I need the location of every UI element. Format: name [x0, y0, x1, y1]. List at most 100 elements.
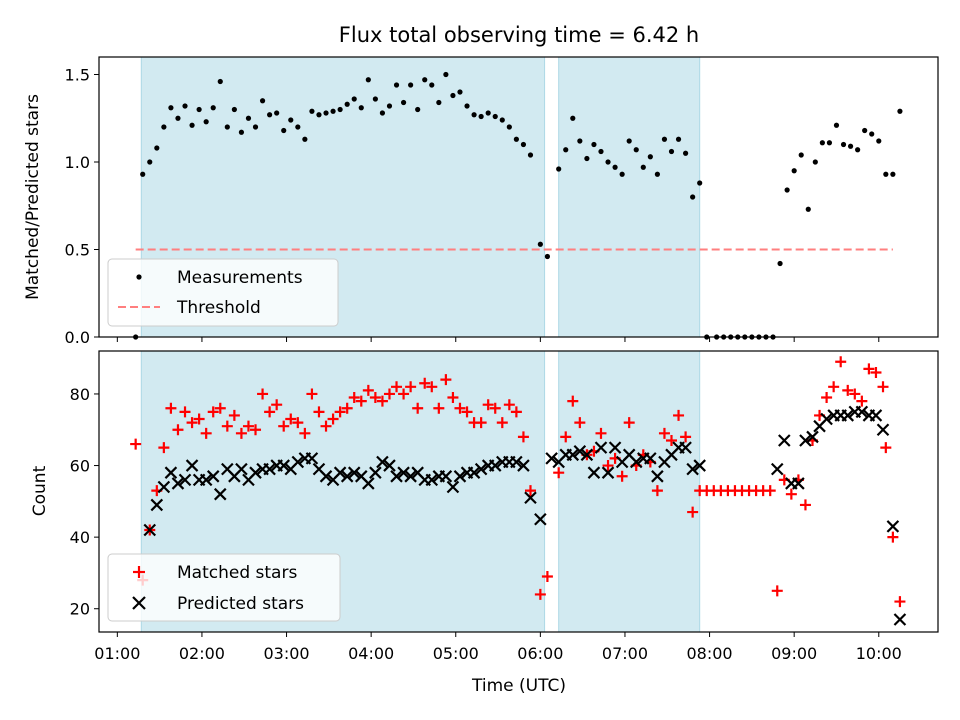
measurement-point — [140, 171, 146, 177]
measurement-point — [196, 106, 202, 113]
measurement-point — [316, 112, 322, 118]
matched-star-point — [165, 402, 177, 414]
matched-star-point — [306, 388, 318, 400]
predicted-star-point — [164, 466, 178, 479]
measurement-point — [422, 77, 428, 83]
matched-star-point — [447, 392, 459, 404]
predicted-star-point — [799, 434, 812, 447]
p1-axes: 01:00 02:00 03:00 04:00 05:00 06:00 07:00 08:00… — [70, 385, 902, 663]
measurement-point — [210, 105, 216, 111]
matched-star-point — [454, 402, 466, 414]
measurement-point — [393, 82, 400, 88]
matched-star-point — [214, 402, 226, 414]
measurement-point — [450, 92, 456, 99]
y-tick-label: 40 — [70, 528, 90, 547]
predicted-star-point — [157, 480, 171, 494]
matched-star-point — [534, 588, 546, 600]
measurement-point — [876, 138, 882, 144]
measurement-point — [883, 171, 889, 177]
measurement-point — [506, 124, 512, 130]
measurement-point — [697, 180, 703, 186]
measurement-point — [612, 164, 618, 170]
measurement-point — [464, 103, 470, 109]
measurement-point — [826, 140, 833, 146]
predicted-star-point — [587, 466, 601, 479]
matched-star-point — [880, 442, 892, 454]
matched-star-point — [426, 381, 438, 393]
x-tick-label: 01:00 — [94, 644, 140, 663]
measurement-point — [168, 105, 174, 111]
predicted-star-point — [580, 448, 594, 462]
predicted-star-point — [362, 477, 375, 490]
matched-star-point — [821, 392, 833, 404]
predicted-star-point — [545, 452, 558, 465]
p0-axes: 0.0 0.5 1.0 1.5 — [65, 66, 880, 347]
measurement-point — [492, 113, 498, 120]
matched-star-point — [221, 420, 233, 432]
top-panel: 0.0 0.5 1.0 1.5 Matched/Predicted stars Mea… — [23, 56, 939, 347]
legend-label-predicted: Predicted stars — [177, 594, 304, 614]
predicted-star-point — [249, 466, 262, 479]
matched-star-point — [242, 420, 254, 432]
legend-label-threshold: Threshold — [176, 298, 261, 318]
matched-star-point — [863, 363, 875, 375]
x-tick-label: 06:00 — [517, 644, 563, 663]
predicted-star-point — [841, 409, 855, 422]
legend-label-matched: Matched stars — [177, 563, 297, 583]
measurement-point — [791, 168, 797, 174]
y-tick-label: 80 — [70, 385, 90, 404]
predicted-star-point — [185, 459, 199, 472]
measurement-point — [654, 171, 660, 177]
predicted-star-point — [629, 455, 643, 469]
measurement-point — [267, 112, 273, 118]
matched-star-point — [172, 424, 184, 436]
matched-star-point — [433, 402, 445, 414]
predicted-star-point — [305, 452, 319, 465]
measurement-point — [897, 108, 903, 114]
measurement-point — [436, 99, 442, 106]
matched-star-point — [856, 395, 868, 407]
measurement-point — [668, 148, 675, 155]
predicted-star-point — [855, 405, 869, 419]
predicted-star-point — [383, 459, 396, 472]
measurement-point — [556, 166, 562, 172]
measurement-point — [365, 77, 371, 83]
predicted-star-point — [693, 459, 706, 472]
matched-star-point — [383, 388, 395, 400]
y-tick-label: 0.5 — [65, 241, 90, 260]
top-panel-frame — [98, 56, 939, 338]
measurement-point — [485, 110, 491, 116]
predicted-star-point — [453, 470, 467, 483]
shaded-region — [558, 56, 701, 338]
measurement-point — [309, 108, 315, 114]
measurement-point — [400, 99, 407, 106]
predicted-star-point — [573, 444, 587, 458]
measurement-point — [245, 115, 252, 121]
predicted-star-point — [644, 452, 657, 465]
measurement-point — [633, 147, 639, 153]
matched-star-point — [228, 409, 240, 421]
measurement-point — [626, 138, 632, 144]
measurement-point — [869, 131, 875, 137]
measurement-point — [295, 124, 301, 130]
predicted-star-point — [651, 470, 664, 483]
matched-star-point — [517, 431, 529, 443]
predicted-star-point — [213, 487, 227, 501]
matched-star-point — [503, 399, 515, 411]
measurement-point — [833, 122, 840, 128]
measurement-point — [281, 127, 287, 134]
y-tick-label: 0.0 — [65, 328, 90, 347]
matched-star-point — [489, 402, 501, 414]
matched-star-point — [398, 388, 410, 400]
predicted-star-point — [488, 459, 502, 472]
predicted-star-point — [150, 498, 164, 512]
matched-star-point — [623, 417, 635, 429]
predicted-star-point — [446, 480, 460, 494]
predicted-star-point — [806, 430, 819, 444]
measurement-point — [537, 241, 543, 247]
measurement-point — [203, 119, 209, 125]
measurement-point — [584, 155, 590, 162]
measurement-point — [478, 113, 484, 120]
predicted-star-point — [608, 441, 622, 454]
measurement-point — [238, 129, 245, 135]
